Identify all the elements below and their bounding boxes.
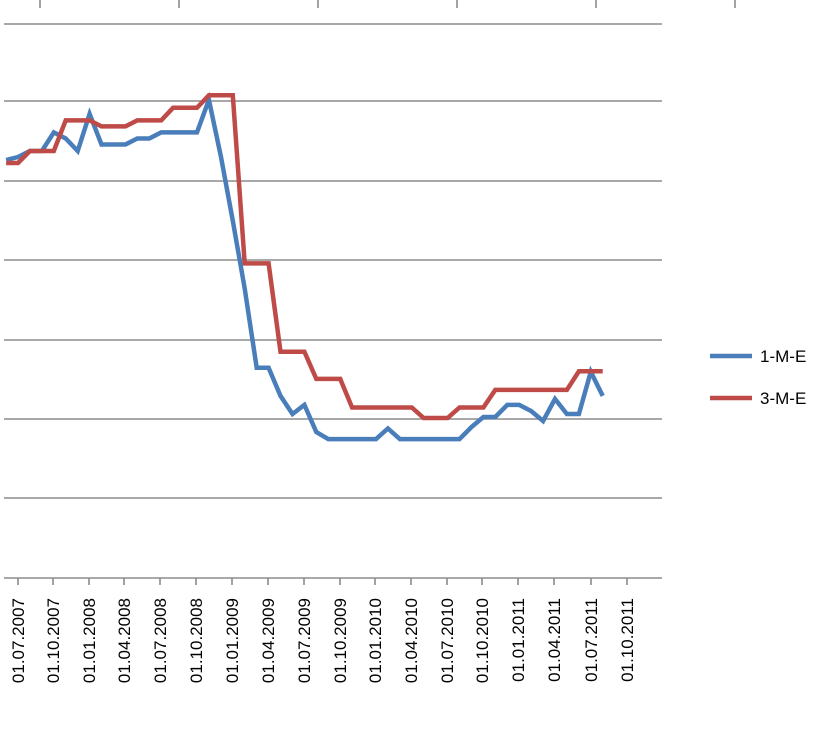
- x-tick-label: 01.07.2008: [151, 598, 170, 683]
- x-tick-label: 01.04.2009: [259, 598, 278, 683]
- series-line-3-m-e: [6, 93, 603, 421]
- x-tick-label: 01.01.2010: [366, 598, 385, 683]
- x-axis: [4, 577, 662, 585]
- x-tick-label: 01.07.2007: [9, 598, 28, 683]
- x-tick-label: 01.04.2011: [545, 598, 564, 682]
- x-tick-label: 01.10.2008: [187, 598, 206, 683]
- x-tick-label: 01.04.2008: [115, 598, 134, 683]
- legend-label: 1-M-E: [760, 347, 806, 366]
- top-axis-ticks: [39, 0, 736, 8]
- x-tick-label: 01.07.2011: [582, 598, 601, 682]
- x-tick-label: 01.10.2007: [44, 598, 63, 683]
- x-tick-label: 01.01.2008: [80, 598, 99, 683]
- x-tick-label: 01.10.2011: [618, 598, 637, 682]
- legend: 1-M-E 3-M-E: [710, 347, 806, 408]
- x-axis-tick-labels: 01.07.2007 01.10.2007 01.01.2008 01.04.2008…: [9, 598, 637, 683]
- x-tick-label: 01.07.2009: [295, 598, 314, 683]
- series-line-1-m-e: [5, 91, 605, 442]
- legend-label: 3-M-E: [760, 389, 806, 408]
- x-tick-label: 01.04.2010: [402, 598, 421, 683]
- x-tick-label: 01.10.2009: [331, 598, 350, 683]
- gridlines: [4, 23, 662, 499]
- x-tick-label: 01.01.2011: [509, 598, 528, 682]
- x-tick-label: 01.10.2010: [473, 598, 492, 683]
- x-tick-label: 01.01.2009: [223, 598, 242, 683]
- series-lines: [5, 91, 605, 442]
- x-tick-label: 01.07.2010: [438, 598, 457, 683]
